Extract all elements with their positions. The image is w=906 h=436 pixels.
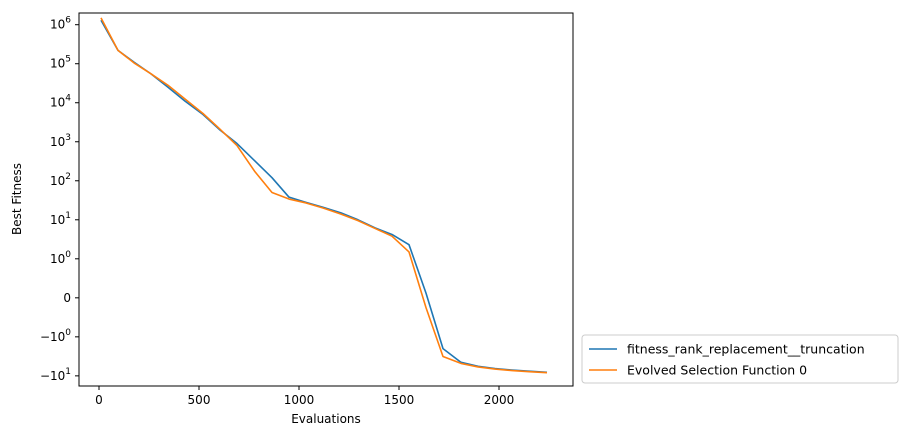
legend-entry-1: Evolved Selection Function 0 xyxy=(627,363,807,378)
x-tick-label: 0 xyxy=(95,393,103,407)
x-tick-label: 500 xyxy=(188,393,211,407)
y-tick-label: 104 xyxy=(50,94,71,110)
y-axis-label: Best Fitness xyxy=(10,163,24,235)
y-tick-base: 10 xyxy=(50,135,65,149)
y-tick-exponent: 3 xyxy=(65,133,71,143)
y-tick-label: 103 xyxy=(50,133,71,149)
y-tick-base: −10 xyxy=(40,330,65,344)
y-tick-label: −100 xyxy=(40,328,71,344)
y-tick-base: 0 xyxy=(63,291,71,305)
legend-entry-0: fitness_rank_replacement__truncation xyxy=(627,342,865,357)
legend: fitness_rank_replacement__truncation Evol… xyxy=(581,334,899,384)
y-tick-exponent: 6 xyxy=(65,16,71,26)
y-tick-base: 10 xyxy=(50,174,65,188)
y-tick-label: 106 xyxy=(50,16,71,32)
y-tick-base: 10 xyxy=(50,18,65,32)
series-line-1 xyxy=(100,17,548,374)
y-tick-exponent: 1 xyxy=(65,211,71,221)
x-axis-label: Evaluations xyxy=(291,412,361,426)
y-tick-label: 105 xyxy=(50,55,71,71)
y-tick-base: 10 xyxy=(50,252,65,266)
legend-frame xyxy=(581,334,899,384)
y-tick-label: 0 xyxy=(63,291,71,305)
y-tick-exponent: 2 xyxy=(65,172,71,182)
y-tick-exponent: 1 xyxy=(65,367,71,377)
plot-frame xyxy=(78,12,574,387)
x-tick-label: 2000 xyxy=(484,393,515,407)
y-tick-base: −10 xyxy=(40,369,65,383)
y-tick-label: 102 xyxy=(50,172,71,188)
y-tick-exponent: 5 xyxy=(65,55,71,65)
y-tick-exponent: 0 xyxy=(65,250,71,260)
series-layer xyxy=(100,17,548,374)
y-tick-exponent: 4 xyxy=(65,94,71,104)
y-tick-label: 100 xyxy=(50,250,71,266)
x-tick-label: 1500 xyxy=(384,393,415,407)
x-tick-label: 1000 xyxy=(284,393,315,407)
y-tick-base: 10 xyxy=(50,96,65,110)
y-tick-exponent: 0 xyxy=(65,328,71,338)
y-tick-base: 10 xyxy=(50,57,65,71)
y-tick-base: 10 xyxy=(50,213,65,227)
plot-area xyxy=(79,13,573,386)
x-axis: 0 500 1000 1500 2000 xyxy=(95,386,514,407)
y-tick-label: −101 xyxy=(40,367,71,383)
y-tick-label: 101 xyxy=(50,211,71,227)
